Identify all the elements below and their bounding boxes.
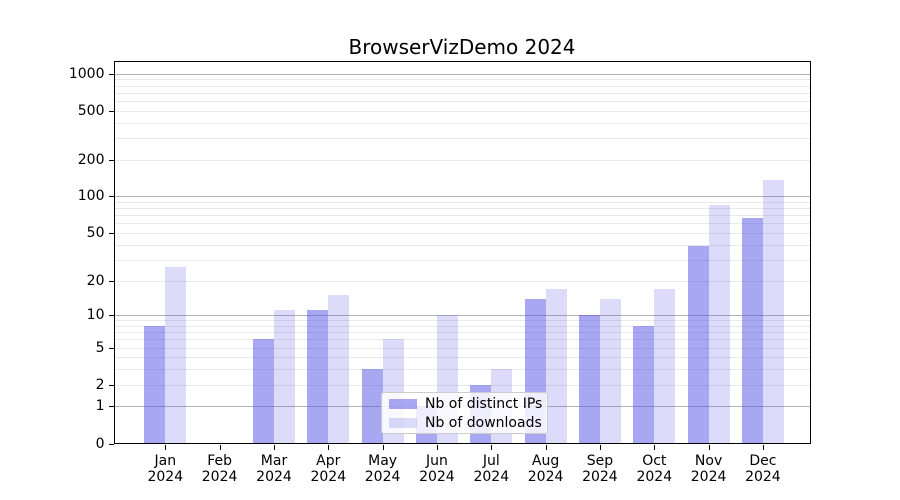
gridline-minor <box>113 320 811 322</box>
gridline-minor <box>113 100 811 102</box>
gridline-minor <box>113 79 811 81</box>
bar-downloads-Dec <box>762 180 784 444</box>
x-tick-mark <box>708 444 710 450</box>
gridline-minor <box>113 384 811 386</box>
x-tick-mark <box>654 444 656 450</box>
bar-downloads-Nov <box>708 205 730 444</box>
x-tick-label: Dec 2024 <box>745 452 781 485</box>
bar-distinct-ips-Nov <box>687 246 709 444</box>
bar-distinct-ips-Mar <box>253 339 274 444</box>
y-tick-mark <box>108 159 114 161</box>
gridline-minor <box>113 369 811 371</box>
x-tick-label: Mar 2024 <box>256 452 292 485</box>
gridline-minor <box>113 159 811 161</box>
bar-distinct-ips-May <box>361 369 383 444</box>
legend-item-downloads: Nb of downloads <box>389 414 542 431</box>
gridline-minor <box>113 357 811 359</box>
x-tick-label: Nov 2024 <box>690 452 727 485</box>
y-tick-label: 1000 <box>68 65 105 82</box>
y-tick-label: 0 <box>95 435 105 452</box>
gridline-minor <box>113 202 811 203</box>
gridline-minor <box>113 208 811 210</box>
gridline-minor <box>113 110 811 112</box>
y-tick-label: 2 <box>95 376 105 393</box>
y-tick-mark <box>108 315 114 317</box>
bar-downloads-Sep <box>599 298 621 444</box>
gridline-minor <box>113 325 811 327</box>
x-tick-label: Oct 2024 <box>636 452 673 485</box>
y-tick-mark <box>108 110 114 112</box>
axes-frame <box>113 61 811 444</box>
bar-distinct-ips-Dec <box>741 218 763 444</box>
gridline-minor <box>113 259 811 261</box>
bar-downloads-Jan <box>165 267 187 444</box>
x-tick-mark <box>762 444 764 450</box>
gridline-minor <box>113 347 811 349</box>
gridline-minor <box>113 137 811 139</box>
bar-distinct-ips-Jan <box>144 325 166 444</box>
gridline-major <box>113 315 811 317</box>
x-tick-label: Apr 2024 <box>310 452 347 485</box>
legend-label-distinct-ips: Nb of distinct IPs <box>425 395 543 412</box>
x-tick-mark <box>382 444 384 450</box>
x-tick-mark <box>599 444 601 450</box>
legend-label-downloads: Nb of downloads <box>425 414 542 431</box>
x-tick-mark <box>165 444 167 450</box>
y-tick-mark <box>108 443 114 445</box>
y-tick-label: 500 <box>77 102 105 119</box>
y-tick-mark <box>108 384 114 386</box>
bar-downloads-Aug <box>545 288 567 444</box>
bar-downloads-Mar <box>274 310 295 444</box>
y-tick-label: 10 <box>86 307 105 324</box>
x-tick-mark <box>436 444 438 450</box>
x-tick-label: Sep 2024 <box>582 452 618 485</box>
y-tick-mark <box>108 280 114 282</box>
gridline-major <box>113 73 811 75</box>
chart-title: BrowserVizDemo 2024 <box>348 35 576 59</box>
x-tick-label: May 2024 <box>364 452 401 485</box>
bar-distinct-ips-Sep <box>578 315 600 444</box>
bar-downloads-Apr <box>328 295 350 444</box>
bar-distinct-ips-Oct <box>633 325 655 444</box>
y-tick-mark <box>108 406 114 408</box>
x-tick-mark <box>219 444 221 450</box>
gridline-minor <box>113 332 811 334</box>
x-tick-mark <box>545 444 547 450</box>
y-tick-label: 5 <box>95 339 105 356</box>
legend-item-distinct-ips: Nb of distinct IPs <box>389 395 543 412</box>
gridline-minor <box>113 280 811 282</box>
y-tick-mark <box>108 347 114 349</box>
x-tick-mark <box>328 444 330 450</box>
legend: Nb of distinct IPs Nb of downloads <box>381 392 548 434</box>
gridline-minor <box>113 85 811 87</box>
gridline-minor <box>113 223 811 225</box>
y-tick-label: 1 <box>95 398 105 415</box>
x-tick-label: Jan 2024 <box>147 452 184 485</box>
legend-swatch-downloads-icon <box>389 417 417 428</box>
x-tick-mark <box>274 444 275 450</box>
gridline-minor <box>113 122 811 124</box>
bar-downloads-Oct <box>654 288 676 444</box>
x-tick-label: Jul 2024 <box>473 452 510 485</box>
gridline-minor <box>113 92 811 94</box>
x-tick-label: Jun 2024 <box>419 452 455 485</box>
x-tick-mark <box>491 444 493 450</box>
x-tick-label: Feb 2024 <box>201 452 238 485</box>
x-tick-label: Aug 2024 <box>527 452 564 485</box>
gridline-minor <box>113 215 811 217</box>
y-tick-label: 50 <box>86 225 105 241</box>
y-tick-label: 200 <box>77 151 105 168</box>
y-tick-mark <box>108 73 114 75</box>
legend-swatch-distinct-ips-icon <box>389 398 417 409</box>
gridline-minor <box>113 339 811 341</box>
gridline-major <box>113 196 811 198</box>
y-tick-mark <box>108 233 114 234</box>
y-tick-label: 100 <box>77 188 105 205</box>
gridline-minor <box>113 233 811 234</box>
bar-distinct-ips-Apr <box>307 310 329 444</box>
y-tick-mark <box>108 196 114 198</box>
y-tick-label: 20 <box>86 272 105 289</box>
gridline-minor <box>113 244 811 246</box>
